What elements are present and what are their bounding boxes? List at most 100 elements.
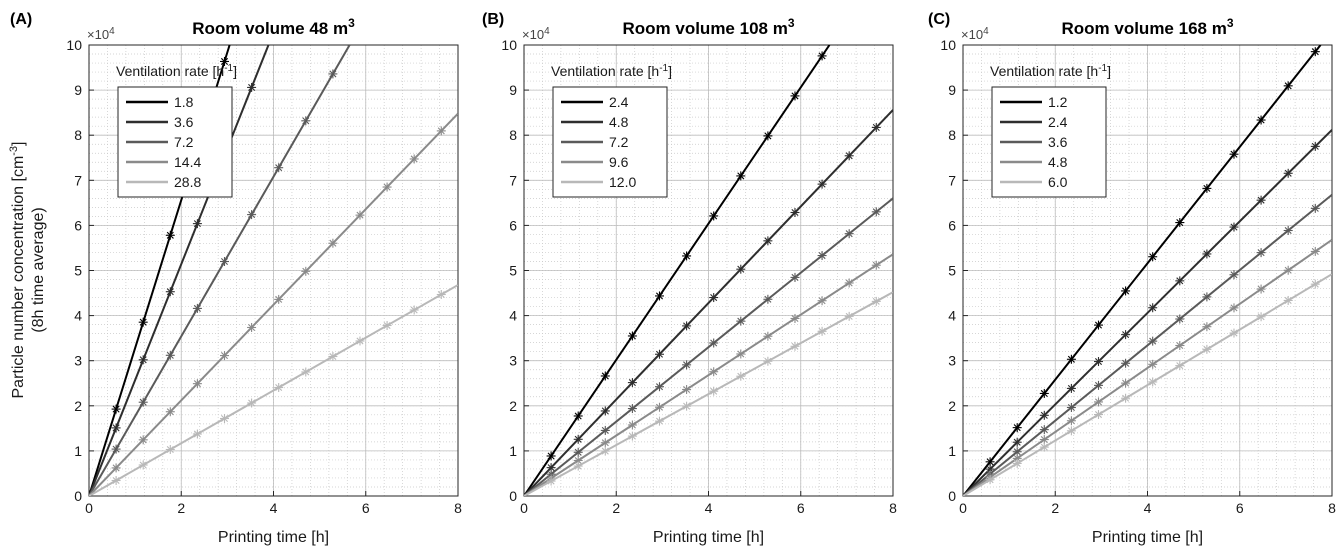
data-point [301,266,311,276]
data-point [600,406,610,416]
x-tick-label: 0 [85,500,93,516]
data-point [409,305,419,315]
legend-entry: 2.4 [609,94,629,110]
series-group [89,45,458,496]
data-point [1066,383,1076,393]
legend-title: Ventilation rate [h-1] [990,63,1111,80]
data-point [1229,149,1239,159]
data-point [573,411,583,421]
y-tick-label: 8 [74,127,82,143]
y-tick-label: 3 [74,353,82,369]
y-tick-label: 8 [509,127,517,143]
data-point [111,475,121,485]
data-point [817,251,827,261]
data-point [1229,270,1239,280]
legend-entry: 1.2 [1048,94,1068,110]
data-point [1121,378,1131,388]
y-tick-label: 3 [509,353,517,369]
data-point [682,321,692,331]
data-point [1175,361,1185,371]
y-tick-label: 5 [509,263,517,279]
data-point [1175,218,1185,228]
data-point [328,238,338,248]
data-point [165,287,175,297]
data-point [219,257,229,267]
data-point [301,367,311,377]
data-point [790,91,800,101]
data-point [1310,279,1320,289]
data-point [1283,226,1293,236]
legend: Ventilation rate [h-1] 1.2 2.4 3.6 4.8 6.0 [990,63,1111,198]
data-point [817,179,827,189]
data-point [1121,358,1131,368]
data-point [1039,425,1049,435]
panel-label: (C) [928,11,950,28]
y-tick-label: 9 [948,82,956,98]
y-tick-label: 8 [948,127,956,143]
legend-entry: 4.8 [1048,154,1068,170]
data-point [709,386,719,396]
data-point [1148,252,1158,262]
series-line-2.4 [963,129,1332,496]
data-point [1039,388,1049,398]
data-point [736,264,746,274]
data-point [436,289,446,299]
legend-entry: 7.2 [609,134,629,150]
data-point [844,151,854,161]
data-point [382,320,392,330]
x-tick-label: 6 [362,500,370,516]
x-tick-label: 2 [612,500,620,516]
y-tick-label: 0 [509,488,517,504]
data-point [1093,410,1103,420]
data-point [192,219,202,229]
data-point [1202,183,1212,193]
data-point [111,423,121,433]
data-point [1148,359,1158,369]
x-tick-label: 0 [520,500,528,516]
x-tick-label: 4 [270,500,278,516]
x-tick-label: 0 [959,500,967,516]
series-line-7.2 [524,197,893,496]
data-point [111,463,121,473]
chart-panel-2: 0 2 4 6 8 0 1 2 3 4 5 6 7 8 9 10 ×104 (B) Room volume 108 … [482,11,897,546]
data-point [138,397,148,407]
data-point [1283,295,1293,305]
data-point [1093,357,1103,367]
data-point [709,293,719,303]
data-point [355,336,365,346]
y-tick-label: 2 [948,398,956,414]
data-point [328,351,338,361]
y-tick-label: 1 [509,443,517,459]
data-point [1093,320,1103,330]
data-point [165,444,175,454]
data-point [1202,322,1212,332]
data-point [682,251,692,261]
y-tick-label: 7 [74,172,82,188]
data-point [871,207,881,217]
data-point [301,116,311,126]
legend-entry: 12.0 [609,174,636,190]
data-point [763,331,773,341]
series-line-28.8 [89,284,458,496]
data-point [247,82,257,92]
y-tick-label: 4 [948,308,956,324]
data-point [1202,344,1212,354]
y-axis-label: Particle number concentration [cm-3](8h … [8,141,47,398]
legend-entry: 9.6 [609,154,629,170]
x-tick-label: 4 [705,500,713,516]
data-point [871,122,881,132]
x-axis-label: Printing time [h] [653,529,764,546]
data-point [1310,203,1320,213]
data-point [682,384,692,394]
data-point [682,360,692,370]
data-point [600,446,610,456]
y-tick-label: 9 [74,82,82,98]
y-tick-label: 7 [509,172,517,188]
data-point [871,260,881,270]
x-tick-label: 6 [1236,500,1244,516]
data-point [627,404,637,414]
y-tick-label: 10 [501,37,517,53]
data-point [627,331,637,341]
data-point [1039,435,1049,445]
